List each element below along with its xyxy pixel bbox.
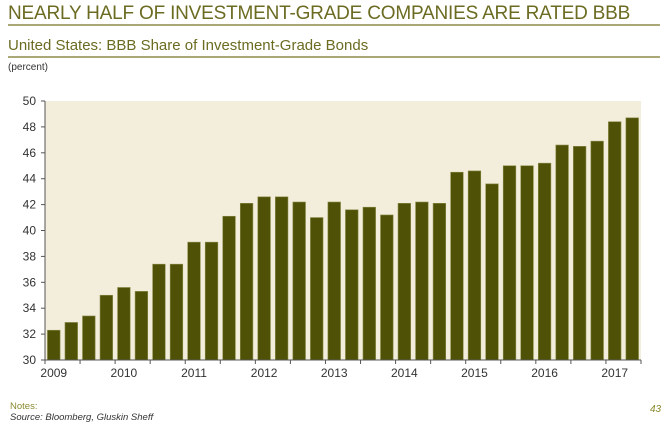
bar-2013-q3 bbox=[362, 206, 376, 361]
y-tick-label: 44 bbox=[23, 172, 37, 186]
y-tick-label: 40 bbox=[23, 224, 37, 238]
bar-2014-q2 bbox=[415, 201, 429, 361]
bar-2014-q4 bbox=[450, 171, 464, 361]
y-tick-label: 30 bbox=[23, 353, 37, 367]
bar-2012-q3 bbox=[292, 201, 306, 361]
bar-2011-q3 bbox=[222, 215, 236, 361]
y-tick-label: 34 bbox=[23, 301, 37, 315]
bar-2012-q1 bbox=[257, 196, 271, 361]
y-tick-label: 46 bbox=[23, 146, 37, 160]
bar-2017-q1 bbox=[608, 121, 622, 361]
bar-2016-q2 bbox=[555, 144, 569, 361]
x-tick-label: 2013 bbox=[321, 366, 348, 380]
chart-subtitle: United States: BBB Share of Investment-G… bbox=[8, 37, 369, 54]
y-tick-label: 38 bbox=[23, 249, 37, 263]
bar-2017-q2 bbox=[625, 117, 639, 361]
x-tick-label: 2010 bbox=[111, 366, 138, 380]
y-tick-label: 42 bbox=[23, 198, 37, 212]
bar-2014-q1 bbox=[397, 203, 411, 361]
bar-2012-q2 bbox=[275, 196, 289, 361]
x-tick-label: 2014 bbox=[391, 366, 418, 380]
bar-2011-q2 bbox=[204, 241, 219, 361]
y-tick-label: 50 bbox=[23, 94, 37, 108]
title-divider bbox=[8, 24, 660, 26]
bar-2010-q1 bbox=[117, 287, 131, 361]
bar-2015-q4 bbox=[520, 165, 534, 361]
bar-2014-q3 bbox=[432, 203, 447, 361]
bar-2016-q4 bbox=[590, 140, 604, 361]
unit-label: (percent) bbox=[8, 62, 49, 73]
bar-2013-q2 bbox=[345, 209, 359, 361]
y-tick-label: 36 bbox=[23, 275, 37, 289]
bar-2015-q2 bbox=[485, 183, 499, 361]
x-tick-label: 2015 bbox=[461, 366, 488, 380]
x-tick-label: 2012 bbox=[251, 366, 278, 380]
bar-2009-q4 bbox=[99, 294, 113, 361]
subtitle-divider bbox=[8, 56, 660, 58]
x-tick-label: 2011 bbox=[181, 366, 207, 380]
bar-2016-q1 bbox=[537, 162, 552, 361]
bar-2013-q4 bbox=[380, 214, 394, 361]
bar-2009-q1 bbox=[47, 329, 61, 361]
bar-2010-q4 bbox=[169, 263, 184, 361]
x-tick-label: 2016 bbox=[531, 366, 558, 380]
bar-2015-q1 bbox=[467, 170, 482, 361]
bar-2015-q3 bbox=[502, 165, 517, 361]
bar-2009-q3 bbox=[82, 315, 96, 361]
y-tick-label: 32 bbox=[23, 327, 37, 341]
bar-2011-q4 bbox=[239, 203, 254, 361]
bar-2011-q1 bbox=[187, 241, 201, 361]
bar-2009-q2 bbox=[64, 322, 78, 361]
source-note: Source: Bloomberg, Gluskin Sheff bbox=[10, 412, 154, 423]
x-tick-label: 2017 bbox=[601, 366, 628, 380]
plot-area bbox=[45, 101, 641, 360]
x-tick-label: 2009 bbox=[40, 366, 67, 380]
bar-2016-q3 bbox=[573, 146, 587, 361]
y-axis: 30 32 34 36 38 40 42 44 46 48 50 bbox=[23, 94, 46, 367]
bar-2010-q3 bbox=[152, 263, 166, 361]
bars-group bbox=[47, 117, 639, 361]
slide-title: NEARLY HALF OF INVESTMENT-GRADE COMPANIE… bbox=[8, 3, 631, 24]
x-axis: 2009 2010 2011 2012 2013 2014 2015 2016 2017 bbox=[40, 359, 642, 380]
y-tick-label: 48 bbox=[23, 120, 37, 134]
bar-2010-q2 bbox=[134, 291, 149, 361]
bar-2012-q4 bbox=[310, 217, 324, 361]
page-number: 43 bbox=[650, 404, 662, 415]
bar-2013-q1 bbox=[327, 201, 341, 361]
notes-label: Notes: bbox=[10, 401, 38, 412]
